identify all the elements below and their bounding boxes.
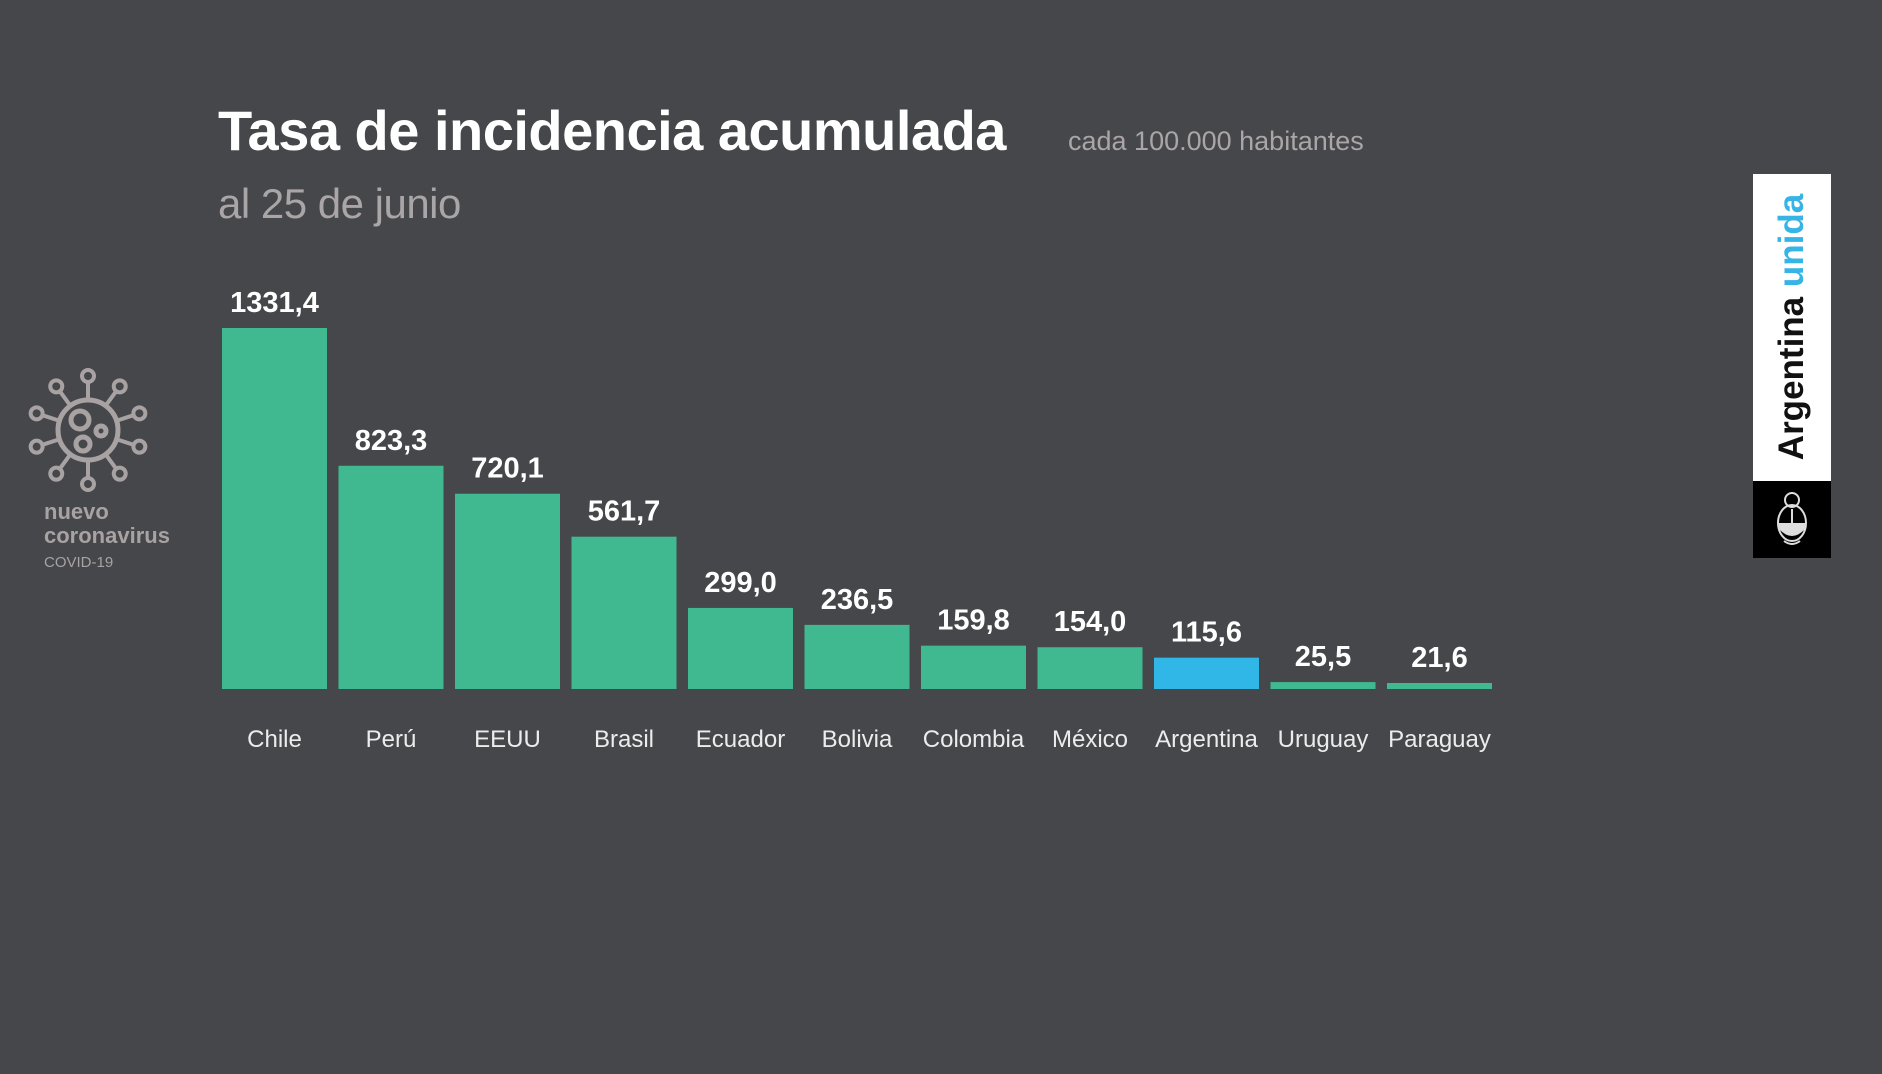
logo-wordmark: Argentina unida xyxy=(1772,194,1812,460)
brand-nuevo: nuevo xyxy=(44,499,109,524)
category-label: México xyxy=(1052,726,1128,753)
bar-chile xyxy=(222,328,327,689)
category-label: Ecuador xyxy=(696,726,785,753)
value-label: 159,8 xyxy=(937,605,1010,637)
value-label: 115,6 xyxy=(1171,617,1242,649)
bar-brasil xyxy=(571,536,677,689)
bar-colombia xyxy=(921,645,1026,689)
brand-coronavirus: coronavirus xyxy=(44,523,170,548)
bar-uruguay xyxy=(1270,682,1376,689)
category-label: Perú xyxy=(366,726,417,753)
chart-subtitle: al 25 de junio xyxy=(218,180,461,227)
category-label: Argentina xyxy=(1155,726,1258,753)
logo-seal-panel xyxy=(1753,481,1831,558)
bar-bolivia xyxy=(804,624,910,689)
category-label: EEUU xyxy=(474,726,541,753)
category-label: Chile xyxy=(247,726,302,753)
coat-of-arms-icon xyxy=(1777,492,1807,545)
bar-ecuador xyxy=(688,607,793,689)
logo-white-panel: Argentina unida xyxy=(1753,174,1831,481)
bar-eeuu xyxy=(455,493,560,689)
value-label: 236,5 xyxy=(821,584,894,616)
bar-perú xyxy=(338,465,444,689)
value-label: 720,1 xyxy=(471,453,544,485)
category-label: Uruguay xyxy=(1278,726,1369,753)
brand-covid: COVID-19 xyxy=(44,554,114,571)
argentina-unida-logo: Argentina unida xyxy=(1753,174,1831,558)
value-label: 299,0 xyxy=(704,567,777,599)
bar-paraguay xyxy=(1387,683,1492,689)
value-label: 561,7 xyxy=(588,496,661,528)
category-label: Colombia xyxy=(923,726,1025,753)
logo-word-argentina: Argentina xyxy=(1772,296,1811,461)
category-label: Bolivia xyxy=(822,726,893,753)
category-label: Brasil xyxy=(594,726,654,753)
category-label: Paraguay xyxy=(1388,726,1491,753)
logo-word-unida: unida xyxy=(1772,193,1811,288)
chart-title: Tasa de incidencia acumulada xyxy=(218,99,1006,162)
bar-argentina xyxy=(1154,657,1259,689)
value-label: 823,3 xyxy=(355,425,428,457)
bar-méxico xyxy=(1037,647,1143,689)
coronavirus-icon xyxy=(28,368,148,492)
value-label: 154,0 xyxy=(1054,606,1127,638)
chart-unit: cada 100.000 habitantes xyxy=(1068,126,1364,156)
value-label: 1331,4 xyxy=(230,287,319,319)
value-label: 25,5 xyxy=(1295,641,1351,673)
value-label: 21,6 xyxy=(1411,642,1467,674)
